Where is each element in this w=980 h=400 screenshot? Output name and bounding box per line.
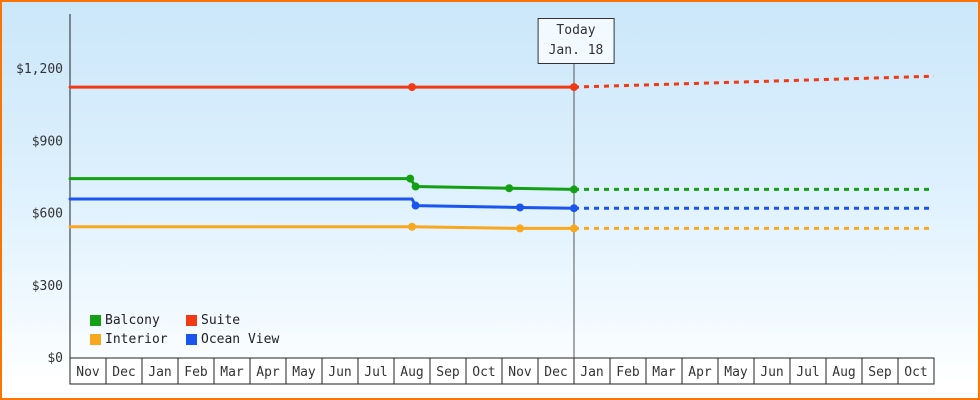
month-cell <box>465 357 503 385</box>
month-cell <box>645 357 683 385</box>
month-cell <box>753 357 791 385</box>
series-line-ocean-view <box>68 197 576 210</box>
data-point-interior <box>516 224 524 233</box>
data-point-ocean-view <box>570 204 578 213</box>
month-label: Aug <box>400 365 423 380</box>
today-label: Today <box>556 23 596 38</box>
month-cell <box>537 357 575 385</box>
month-label: Jun <box>760 365 783 380</box>
month-cell <box>861 357 899 385</box>
data-point-suite <box>570 83 578 92</box>
series-line-balcony <box>68 177 576 191</box>
series-forecast-suite <box>573 74 935 89</box>
legend-label: Ocean View <box>201 332 280 347</box>
month-label: Jun <box>328 365 351 380</box>
month-label: Oct <box>904 365 927 380</box>
month-label: Nov <box>508 365 532 380</box>
data-point-interior <box>408 222 416 231</box>
data-point-suite <box>408 83 416 92</box>
month-label: Jan <box>580 365 603 380</box>
legend-label: Interior <box>105 332 168 347</box>
data-point-ocean-view <box>411 201 420 210</box>
legend-item-suite: Suite <box>186 313 279 328</box>
month-label: Dec <box>112 365 135 380</box>
month-label: Feb <box>184 365 208 380</box>
legend-label: Suite <box>201 313 241 328</box>
y-tick-label: $0 <box>47 351 63 366</box>
legend-swatch-ocean-view <box>186 334 197 345</box>
month-cell <box>285 357 323 385</box>
legend-item-ocean-view: Ocean View <box>186 332 279 347</box>
y-tick-label: $1,200 <box>16 62 63 77</box>
month-label: Jul <box>796 365 819 380</box>
month-label: Sep <box>436 365 460 380</box>
month-label: Mar <box>220 365 244 380</box>
data-point-ocean-view <box>516 203 524 212</box>
today-marker-label: Today Jan. 18 <box>537 18 615 65</box>
month-label: Oct <box>472 365 495 380</box>
y-tick-label: $600 <box>32 207 63 222</box>
month-cell <box>69 357 107 385</box>
month-cell <box>357 357 395 385</box>
today-date: Jan. 18 <box>548 43 604 59</box>
month-label: Mar <box>652 365 676 380</box>
legend-item-interior: Interior <box>90 332 186 347</box>
month-label: Sep <box>868 365 892 380</box>
legend-swatch-balcony <box>90 315 101 326</box>
month-cell <box>213 357 251 385</box>
month-label: Nov <box>76 365 100 380</box>
series-line-interior <box>68 225 576 230</box>
month-cell <box>141 357 179 385</box>
y-tick-label: $300 <box>32 279 63 294</box>
legend-swatch-interior <box>90 334 101 345</box>
month-label: Apr <box>256 365 280 380</box>
month-label: Apr <box>688 365 712 380</box>
data-point-balcony <box>505 184 514 193</box>
y-tick-label: $900 <box>32 134 63 149</box>
month-label: May <box>724 365 748 380</box>
legend-item-balcony: Balcony <box>90 313 186 328</box>
month-label: Jan <box>148 365 171 380</box>
data-point-balcony <box>411 182 420 191</box>
month-label: May <box>292 365 316 380</box>
chart-legend: Balcony Suite Interior Ocean View <box>90 313 279 347</box>
month-label: Feb <box>616 365 640 380</box>
month-label: Dec <box>544 365 567 380</box>
month-cell <box>681 357 719 385</box>
month-label: Aug <box>832 365 855 380</box>
month-cell <box>429 357 467 385</box>
month-cell <box>501 357 539 385</box>
legend-swatch-suite <box>186 315 197 326</box>
data-point-balcony <box>406 174 415 183</box>
legend-label: Balcony <box>105 313 160 328</box>
data-point-interior <box>570 224 578 233</box>
data-point-balcony <box>570 185 578 194</box>
month-label: Jul <box>364 365 387 380</box>
